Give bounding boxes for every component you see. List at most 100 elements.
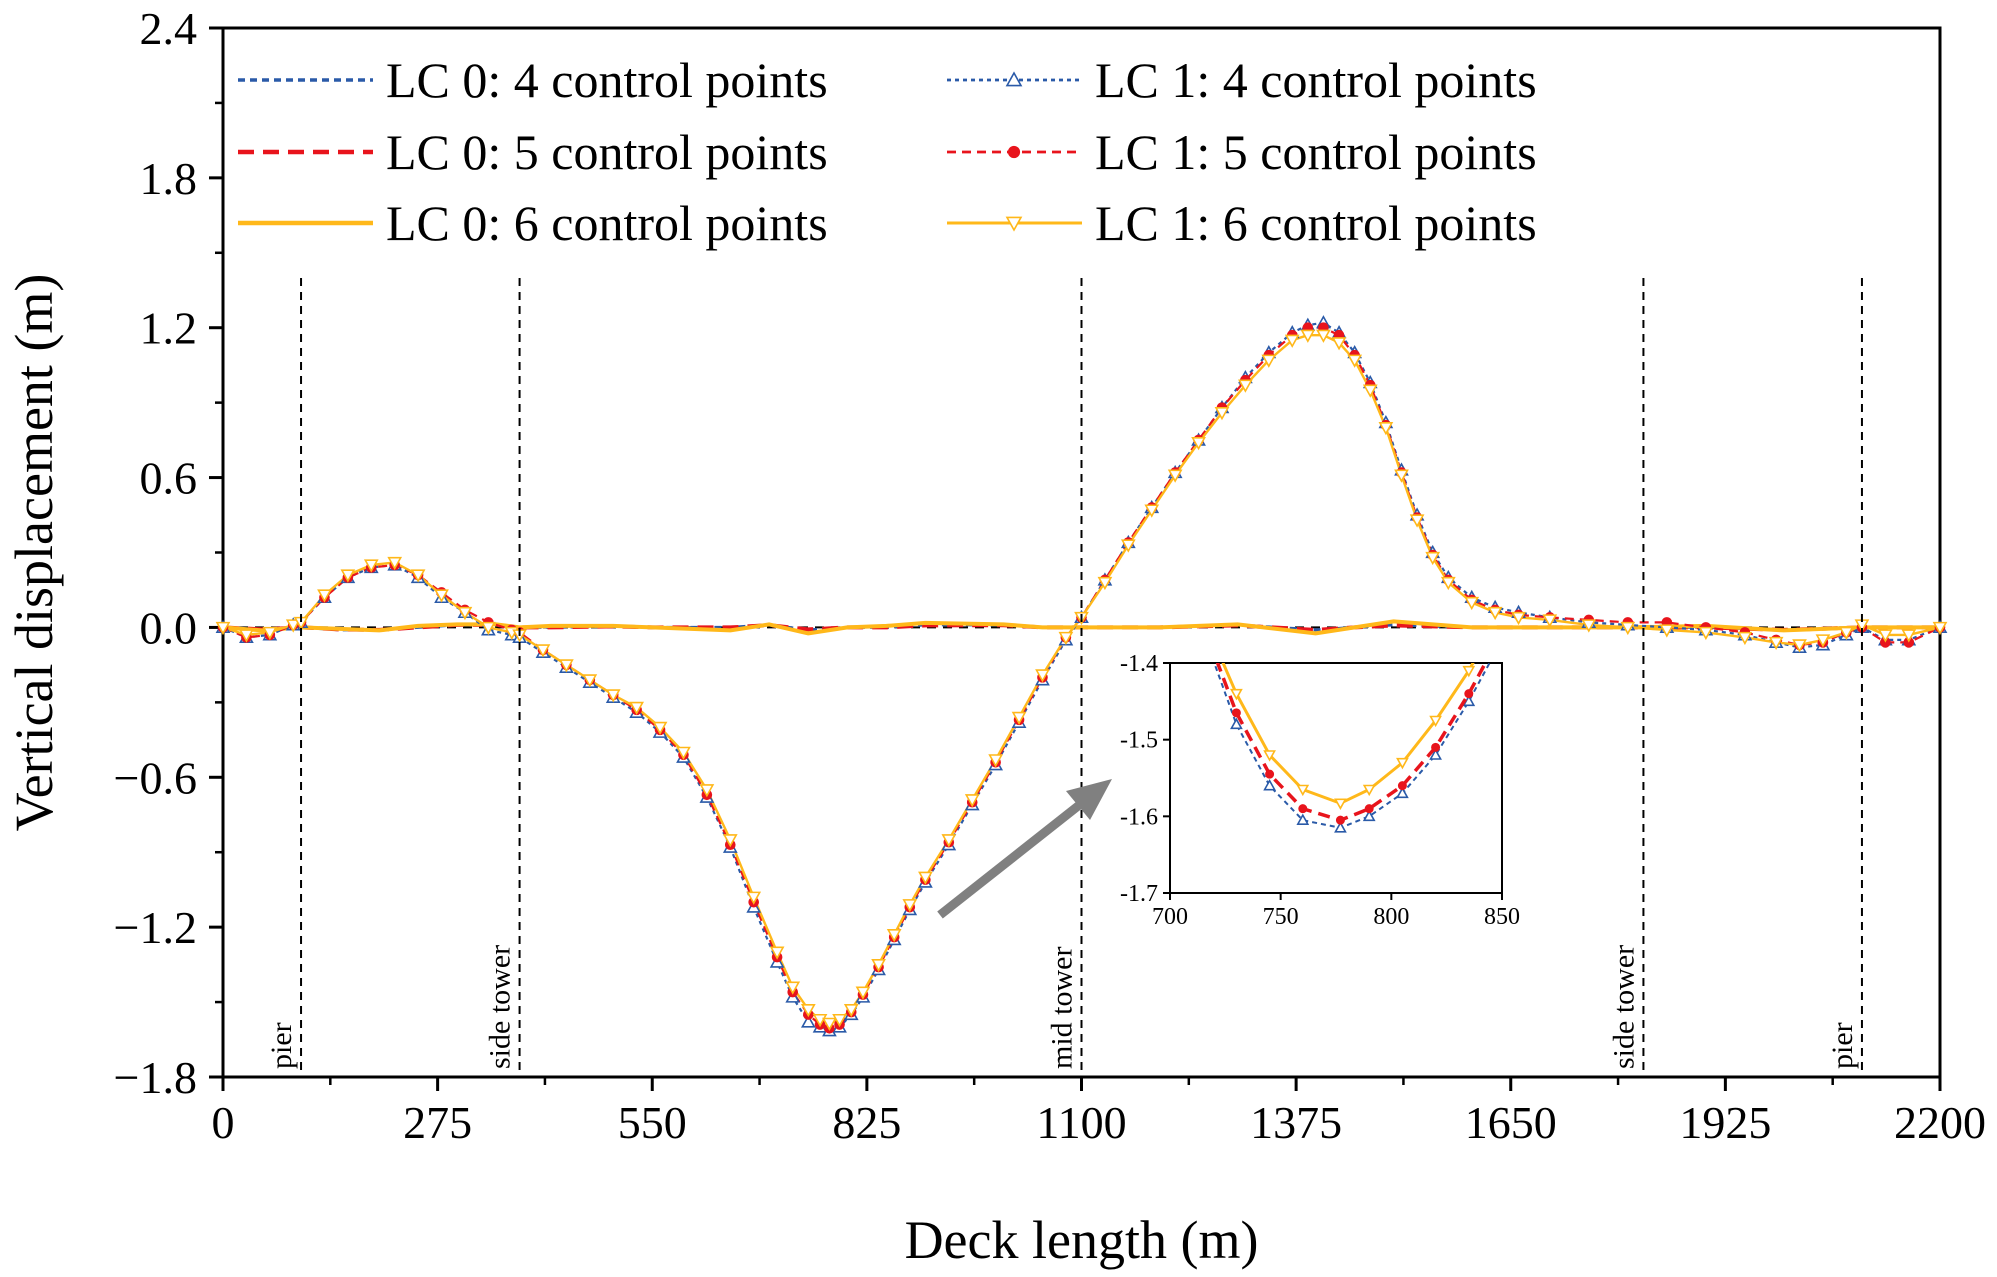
inset-x-tick-label: 800: [1373, 904, 1409, 930]
legend-label-6: LC 1: 6 control points: [1095, 195, 1537, 251]
inset-y-tick-label: -1.7: [1120, 881, 1158, 907]
series-6-point: [1511, 611, 1526, 626]
inset-series-1-point: [1429, 748, 1442, 760]
series-6-point: [1838, 626, 1854, 641]
y-tick-label: 0.6: [140, 453, 198, 504]
inset-series-line-1: [1213, 663, 1491, 829]
inset-y-tick-label: -1.4: [1120, 651, 1158, 677]
x-tick-label: 1925: [1679, 1097, 1771, 1148]
inset-series-3-point: [1396, 757, 1409, 770]
series-6-point: [1620, 621, 1636, 636]
series-6-point: [1409, 514, 1425, 528]
legend-marker-4: [1005, 71, 1023, 87]
x-tick-label: 1375: [1250, 1097, 1342, 1148]
arrow-shaft: [937, 791, 1095, 919]
inset-plot: 700 750 800 850 -1.4 -1.5 -1.6 -1.7: [1120, 651, 1520, 930]
series-6-point: [559, 659, 574, 673]
series-6-point: [988, 754, 1004, 768]
series-6-point: [1144, 504, 1160, 518]
series-line-3: [222, 619, 1940, 636]
series-6-point: [1542, 614, 1558, 628]
inset-series-1-point: [1296, 813, 1310, 825]
series-6-point: [822, 1017, 837, 1031]
inset-x-tick-label: 700: [1152, 904, 1188, 930]
series-6-point: [652, 721, 668, 735]
series-6-point: [434, 589, 449, 603]
inset-series-2-point: [1298, 804, 1308, 814]
annotation-label: side tower: [1607, 945, 1640, 1069]
inset-series-2-point: [1265, 769, 1275, 779]
series-6-point: [1737, 631, 1753, 646]
series-6-point: [785, 981, 801, 995]
inset-series-3-point: [1334, 798, 1347, 810]
inset-series-1-point: [1334, 821, 1347, 833]
series-6-point: [676, 746, 691, 760]
series-6-point: [871, 959, 886, 973]
inset-series-2-point: [1431, 742, 1441, 752]
series-6-point: [746, 891, 762, 905]
series-6-point: [1878, 629, 1893, 643]
series-6-point: [722, 834, 738, 848]
main-plot-area: 0 275 550 825 1100 1375 1650 1925 2200 −1.8 −1.2 −0…: [4, 3, 1986, 1270]
series-6-point: [1316, 329, 1331, 343]
series-6-point: [340, 569, 356, 583]
series-6-point: [832, 1013, 847, 1028]
series-6-point: [1120, 539, 1136, 553]
series-6-point: [1659, 624, 1675, 638]
series-6-point: [363, 559, 379, 573]
series-6-point: [387, 556, 403, 571]
inset-series-line-3: [1221, 663, 1475, 805]
series-6-point: [480, 621, 496, 636]
series-6-point: [1167, 469, 1183, 483]
x-tick-label: 275: [403, 1097, 472, 1148]
series-6-point: [317, 589, 332, 603]
series-6-point: [239, 629, 254, 643]
series-6-point: [1487, 606, 1503, 621]
y-tick-label: 1.2: [140, 303, 198, 354]
annotation-label: pier: [265, 1022, 298, 1069]
series-6-point: [1440, 576, 1456, 591]
x-tick-label: 550: [618, 1097, 687, 1148]
y-tick-label: 0.0: [140, 602, 198, 653]
y-tick-label: 2.4: [140, 3, 198, 54]
inset-series-group: [1213, 663, 1491, 833]
series-6-point: [1425, 551, 1441, 566]
inset-series-2-point: [1397, 781, 1407, 791]
series-6-point: [1792, 639, 1807, 653]
inset-x-tick-label: 850: [1484, 904, 1520, 930]
inset-series-3-point: [1263, 750, 1276, 762]
legend-label-1: LC 0: 4 control points: [386, 52, 828, 108]
series-6-point: [285, 619, 301, 633]
legend-label-2: LC 0: 5 control points: [386, 124, 828, 180]
series-6-point: [1097, 576, 1113, 591]
series-6-point: [1214, 407, 1230, 421]
series-6-point: [886, 929, 902, 943]
series-6-point: [812, 1013, 828, 1028]
inset-y-tick-label: -1.5: [1120, 728, 1158, 754]
annotation-label: mid tower: [1046, 947, 1079, 1069]
inset-series-line-2: [1215, 663, 1488, 823]
x-tick-label: 2200: [1894, 1097, 1986, 1148]
series-6-point: [1362, 384, 1378, 398]
inset-series-3-point: [1462, 665, 1476, 678]
legend-marker-6: [1005, 216, 1023, 232]
series-6-point: [1932, 621, 1948, 636]
x-tick-label: 1100: [1036, 1097, 1126, 1148]
series-6-point: [855, 986, 871, 1000]
series-6-point: [1464, 596, 1480, 611]
series-6-point: [1035, 669, 1050, 683]
y-axis-title: Vertical displacement (m): [4, 274, 64, 832]
tower-annotations: pier side tower mid tower side tower pier: [265, 278, 1863, 1077]
inset-series-1-point: [1263, 779, 1276, 791]
series-6-point: [769, 946, 785, 960]
series-6-point: [535, 644, 551, 658]
inset-series-2-point: [1464, 689, 1474, 699]
inset-series-2-point: [1231, 708, 1241, 718]
series-6-point: [215, 621, 231, 636]
series-6-point: [699, 784, 715, 798]
inset-series-2-point: [1335, 815, 1345, 825]
legend-label-5: LC 1: 5 control points: [1095, 124, 1537, 180]
series-6-point: [1300, 329, 1316, 343]
series-6-point: [1581, 619, 1597, 633]
series-6-point: [1815, 634, 1831, 648]
